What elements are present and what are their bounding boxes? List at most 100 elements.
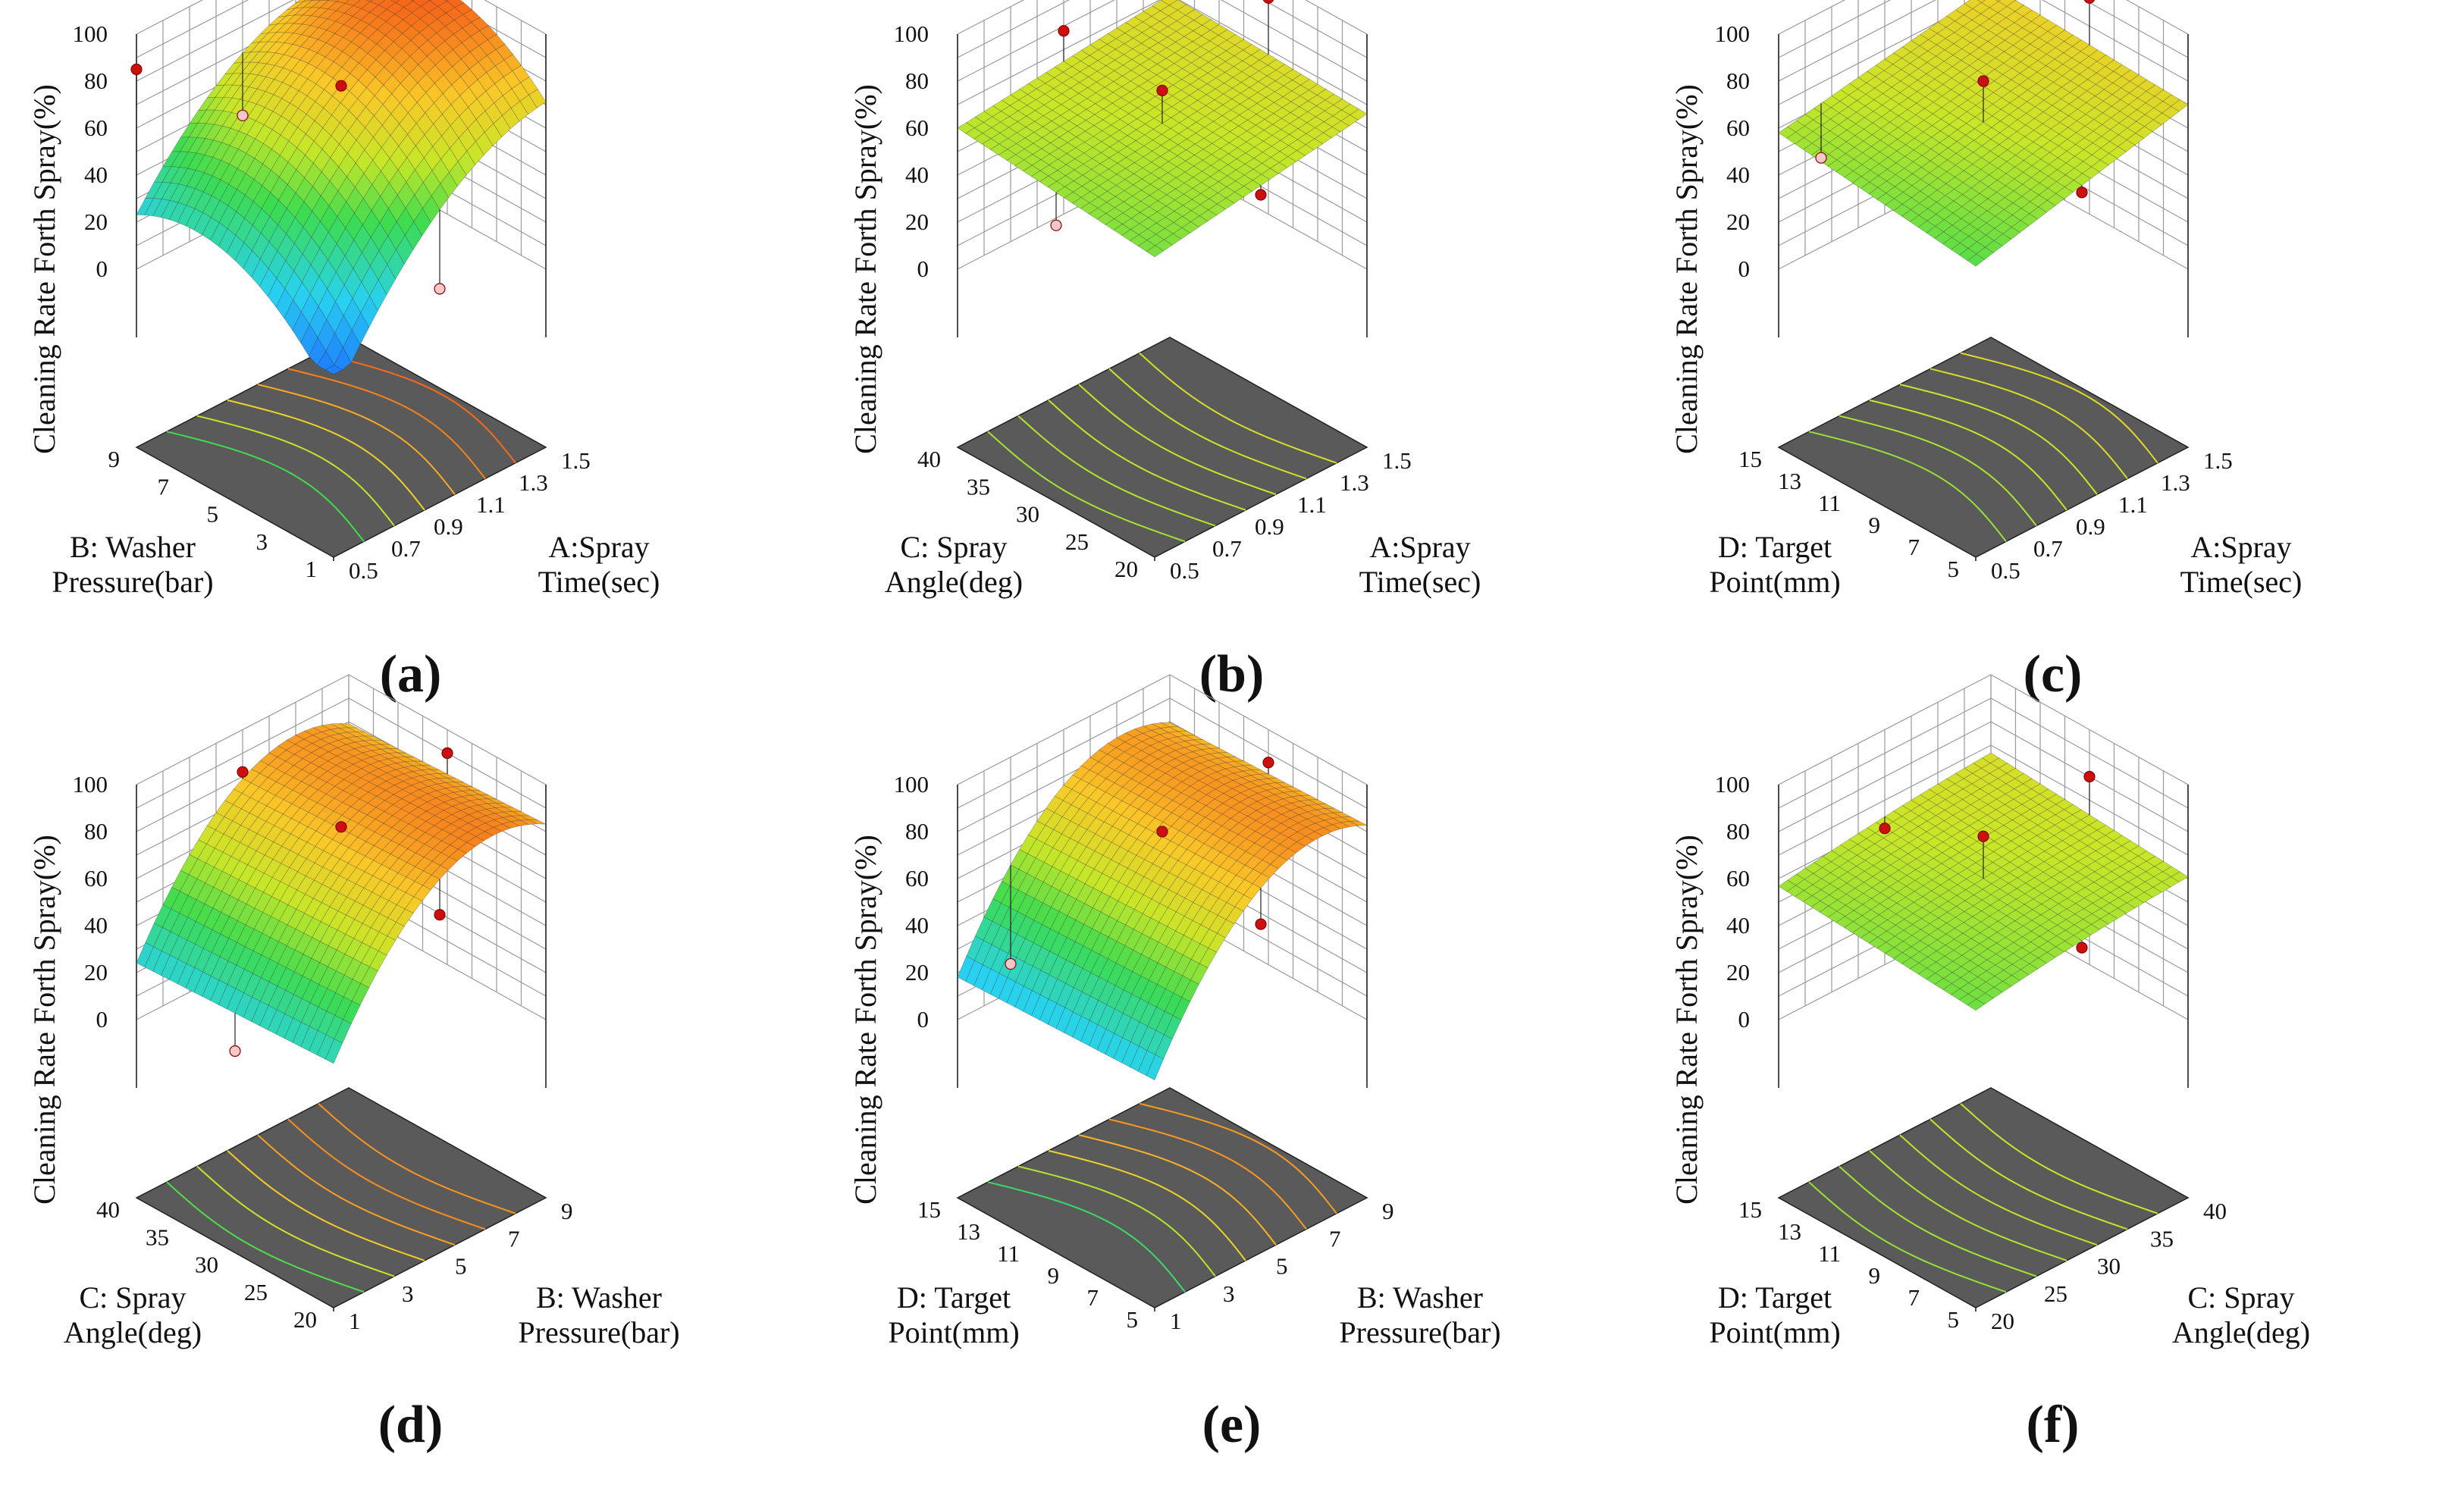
surface-cell (2003, 964, 2021, 976)
design-point (1050, 219, 1062, 231)
left-axis-label: Point(mm) (1709, 565, 1840, 599)
z-tick-label: 80 (1726, 67, 1750, 94)
surface-cell (2024, 141, 2042, 155)
surface-cell (2022, 778, 2041, 790)
surface-cell (255, 91, 274, 108)
contour-line (257, 384, 456, 495)
response-surface (957, 722, 1368, 1081)
surface-cell (1202, 847, 1221, 863)
z-tick-label: 80 (84, 67, 108, 94)
design-point (1058, 25, 1070, 37)
surface-cell (2022, 920, 2041, 932)
contour-line (1930, 1118, 2128, 1230)
left-tick-label: 15 (1738, 446, 1762, 472)
surface-cell (2004, 942, 2023, 954)
surface-cell (1977, 970, 1995, 982)
panel-caption: (b) (1199, 645, 1265, 703)
design-points (1879, 770, 2096, 954)
floor-contour-plane (1777, 337, 2190, 558)
surface-cell (284, 23, 303, 34)
right-tick-label: 3 (1223, 1280, 1235, 1307)
floor-contour-plane (956, 1087, 1368, 1308)
surface-cell (1196, 816, 1215, 831)
surface-cell (387, 921, 405, 941)
response-surface (136, 0, 547, 375)
floor-contours (987, 352, 1337, 543)
surface-cell (1876, 942, 1895, 954)
z-tick-label: 0 (917, 1006, 929, 1033)
surface-cell (494, 807, 514, 813)
surface-cell (1199, 948, 1218, 969)
surface-cell (1190, 963, 1208, 985)
contour-line (1048, 1149, 1246, 1261)
surface-cell (1951, 230, 1970, 243)
surface-cell (1201, 30, 1219, 42)
surface-cell (1950, 242, 1969, 255)
right-axis-ticks: 1 3 5 7 9 (1170, 1198, 1394, 1334)
surface-cell (2020, 213, 2039, 227)
right-axis-ticks: 0.5 0.7 0.9 1.1 1.3 1.5 (1991, 447, 2233, 584)
surface-cell (292, 311, 310, 344)
contour-line (1960, 352, 2158, 464)
surface-cell (1984, 240, 2003, 253)
surface-cell (179, 895, 197, 918)
right-axis-label: Pressure(bar) (518, 1315, 679, 1349)
surface-cell (2017, 872, 2036, 884)
surface-cell (1961, 212, 1979, 225)
surface-cell (177, 963, 196, 989)
floor-contour-plane (135, 337, 547, 558)
surface-cell (1166, 188, 1184, 201)
surface-cell (1199, 61, 1218, 74)
right-axis-ticks: 20 25 30 35 40 (1991, 1198, 2227, 1334)
floor-contours (166, 352, 516, 542)
surface-cell (2029, 957, 2047, 970)
surface-cell (1969, 954, 1988, 967)
z-axis-ticks: 0 20 40 60 80 100 (894, 771, 929, 1033)
z-tick-label: 60 (84, 865, 108, 892)
surface-cell (413, 885, 431, 901)
surface-cell (1172, 997, 1191, 1020)
surface-cell (444, 0, 450, 2)
contour-line (1808, 431, 2007, 542)
surface-cell (1130, 1021, 1149, 1047)
right-axis-label: A:Spray (548, 530, 649, 564)
surface-cell (1820, 142, 1839, 155)
panel-e: 0 20 40 60 80 100 Cleaning Rate Forth Spray(%)… (821, 674, 1642, 1501)
surface-cell (1944, 200, 1963, 214)
surface-cell (1199, 51, 1218, 63)
contour-line (166, 1181, 365, 1293)
surface-cell (1195, 127, 1214, 139)
design-points (1815, 0, 2096, 199)
z-axis-ticks: 0 20 40 60 80 100 (1715, 20, 1751, 282)
surface-cell (965, 127, 983, 139)
surface-cell (336, 0, 350, 4)
design-point (229, 1045, 241, 1058)
contour-line (987, 1181, 1186, 1293)
design-point (2076, 942, 2088, 954)
left-tick-label: 9 (108, 446, 121, 472)
surface-cell (2022, 20, 2040, 33)
left-axis-ticks: 5 79 11 13 15 (917, 1196, 1138, 1333)
surface-cell (2018, 78, 2037, 91)
surface-cell (991, 121, 1010, 133)
response-surface (957, 0, 1368, 258)
surface-cell (316, 350, 335, 371)
z-tick-label: 20 (84, 959, 108, 986)
z-tick-label: 0 (917, 255, 929, 282)
left-axis-label: D: Target (1718, 530, 1832, 564)
design-point (237, 766, 249, 778)
right-axis-label: Time(sec) (2180, 565, 2303, 599)
surface-cell (1201, 165, 1220, 177)
surface-cell (2003, 953, 2022, 965)
contour-line (287, 1118, 486, 1230)
right-axis-ticks: 0.5 0.7 0.9 1.1 1.3 1.5 (349, 447, 591, 584)
surface-cell (973, 133, 992, 145)
right-tick-label: 9 (561, 1198, 573, 1224)
surface-plot-e: 0 20 40 60 80 100 Cleaning Rate Forth Spray(%)… (848, 674, 1501, 1349)
surface-cell (193, 971, 212, 997)
surface-cell (2020, 952, 2039, 964)
surface-cell (1199, 929, 1218, 949)
surface-cell (381, 158, 399, 183)
contour-line (1108, 368, 1307, 480)
panel-caption: (d) (378, 1396, 444, 1454)
